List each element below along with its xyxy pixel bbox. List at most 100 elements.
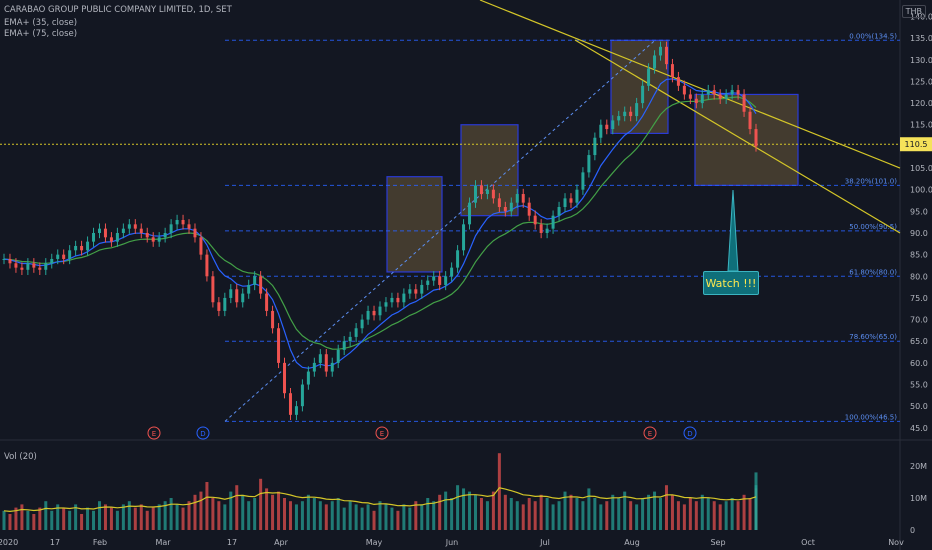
x-tick-label: Feb: [93, 538, 107, 547]
volume-bar: [593, 498, 597, 530]
candle-body: [587, 155, 591, 173]
volume-bar: [336, 498, 340, 530]
candle-body: [324, 354, 328, 372]
volume-bar: [688, 498, 692, 530]
candle-body: [485, 189, 489, 195]
candle-body: [617, 116, 621, 121]
volume-bar: [288, 501, 292, 530]
volume-legend[interactable]: Vol (20): [4, 452, 37, 462]
volume-bar: [38, 507, 42, 530]
candle-body: [563, 198, 567, 208]
y-tick-label: 100.0: [910, 186, 932, 195]
ema35-legend[interactable]: EMA+ (35, close): [4, 18, 78, 28]
candle-body: [479, 185, 483, 195]
candle-body: [414, 289, 418, 294]
event-marker: [196, 426, 210, 440]
volume-bar: [348, 501, 352, 530]
candle-body: [193, 228, 197, 238]
candle-body: [611, 120, 615, 130]
candle-body: [277, 328, 281, 363]
candle-body: [300, 384, 304, 407]
volume-bar: [205, 482, 209, 530]
candle-body: [121, 228, 125, 233]
candle-body: [199, 237, 203, 255]
currency-badge[interactable]: THB: [901, 5, 926, 18]
candle-body: [8, 258, 12, 264]
watch-annotation[interactable]: Watch !!!: [703, 271, 759, 295]
volume-bar: [121, 504, 125, 530]
candle-body: [74, 245, 78, 251]
event-marker-label: E: [152, 430, 156, 438]
x-tick-label: Sep: [710, 538, 725, 547]
volume-bar: [485, 501, 489, 530]
volume-bar: [133, 507, 137, 530]
volume-bar: [509, 498, 513, 530]
volume-bar: [103, 504, 107, 530]
volume-bar: [641, 498, 645, 530]
candle-body: [372, 310, 376, 316]
x-tick-label: Mar: [155, 538, 171, 547]
volume-bar: [712, 501, 716, 530]
volume-bar: [20, 504, 24, 530]
range-box: [386, 176, 443, 273]
volume-bar: [539, 494, 543, 530]
candle-body: [26, 263, 30, 270]
candle-body: [50, 258, 54, 264]
candle-body: [32, 263, 36, 268]
ema75-legend[interactable]: EMA+ (75, close): [4, 29, 78, 39]
channel-lower-line: [574, 39, 901, 234]
candle-body: [408, 289, 412, 294]
candle-body: [450, 267, 454, 277]
x-tick-label: 2020: [0, 538, 18, 547]
volume-bar: [294, 504, 298, 530]
candle-body: [545, 228, 549, 233]
volume-bar: [372, 510, 376, 530]
candle-body: [157, 237, 161, 242]
candle-body: [635, 103, 639, 117]
y-tick-label: 115.0: [910, 121, 932, 130]
volume-bar: [444, 491, 448, 530]
volume-bar: [139, 504, 143, 530]
candle-body: [312, 362, 316, 372]
candle-body: [515, 194, 519, 203]
volume-bar: [503, 494, 507, 530]
fib-level-label: 38.20%(101.0): [845, 177, 897, 185]
candle-body: [491, 189, 495, 199]
volume-bar: [235, 485, 239, 530]
y-tick-label: 120.0: [910, 99, 932, 108]
volume-bar: [736, 501, 740, 530]
volume-bar: [14, 507, 18, 530]
candle-body: [503, 207, 507, 212]
volume-bar: [408, 507, 412, 530]
candle-body: [426, 280, 430, 285]
y-tick-label: 70.0: [910, 316, 928, 325]
volume-bar: [32, 514, 36, 530]
candle-body: [283, 362, 287, 394]
candle-body: [175, 220, 179, 225]
volume-bar: [659, 498, 663, 530]
candle-body: [509, 202, 513, 212]
y-tick-label: 105.0: [910, 164, 932, 173]
volume-bar: [26, 510, 30, 530]
y-tick-label: 45.0: [910, 424, 928, 433]
volume-bar: [551, 504, 555, 530]
volume-bar: [629, 501, 633, 530]
candle-body: [462, 224, 466, 251]
volume-bar: [617, 498, 621, 530]
fib-level-label: 61.80%(80.0): [849, 268, 897, 276]
candle-body: [360, 319, 364, 329]
candle-body: [14, 263, 18, 268]
volume-bar: [599, 504, 603, 530]
volume-bar: [92, 510, 96, 530]
x-tick-label: Oct: [801, 538, 815, 547]
candle-body: [265, 293, 269, 311]
volume-bar: [163, 501, 167, 530]
volume-bar: [438, 494, 442, 530]
volume-bar: [8, 514, 12, 530]
candle-body: [384, 302, 388, 307]
volume-bar: [754, 485, 758, 530]
volume-bar: [390, 507, 394, 530]
volume-bar: [217, 501, 221, 530]
volume-bar: [283, 498, 287, 530]
